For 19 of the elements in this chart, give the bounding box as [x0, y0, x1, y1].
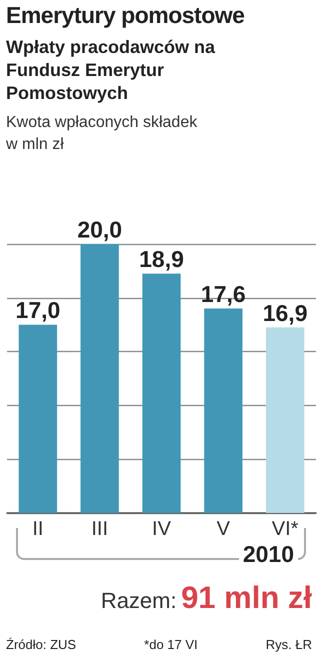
chart-title: Emerytury pomostowe [6, 2, 244, 29]
x-tick-label: VI* [272, 518, 299, 540]
text: Źródło: ZUS [6, 637, 76, 652]
x-tick-label: IV [152, 518, 172, 540]
text: Razem: [100, 588, 177, 613]
data-label: 16,9 [262, 300, 308, 326]
data-label: 17,0 [16, 297, 60, 324]
data-label: 20,0 [77, 216, 122, 242]
text: Kwota wpłaconych składek w mln zł [6, 113, 198, 155]
text: Rys. ŁR [266, 637, 312, 652]
chart-subtitle: Wpłaty pracodawców na Fundusz Emerytur Pomostowych [6, 36, 216, 105]
data-label: 17,6 [200, 281, 246, 308]
data-label: 18,9 [139, 246, 184, 272]
x-tick-label: II [32, 518, 44, 540]
text: 2010 [238, 541, 298, 568]
text: *do 17 VI [144, 637, 198, 652]
x-tick-label: V [216, 518, 231, 540]
x-tick-label: III [91, 518, 108, 540]
text: 91 mln zł [181, 580, 312, 615]
